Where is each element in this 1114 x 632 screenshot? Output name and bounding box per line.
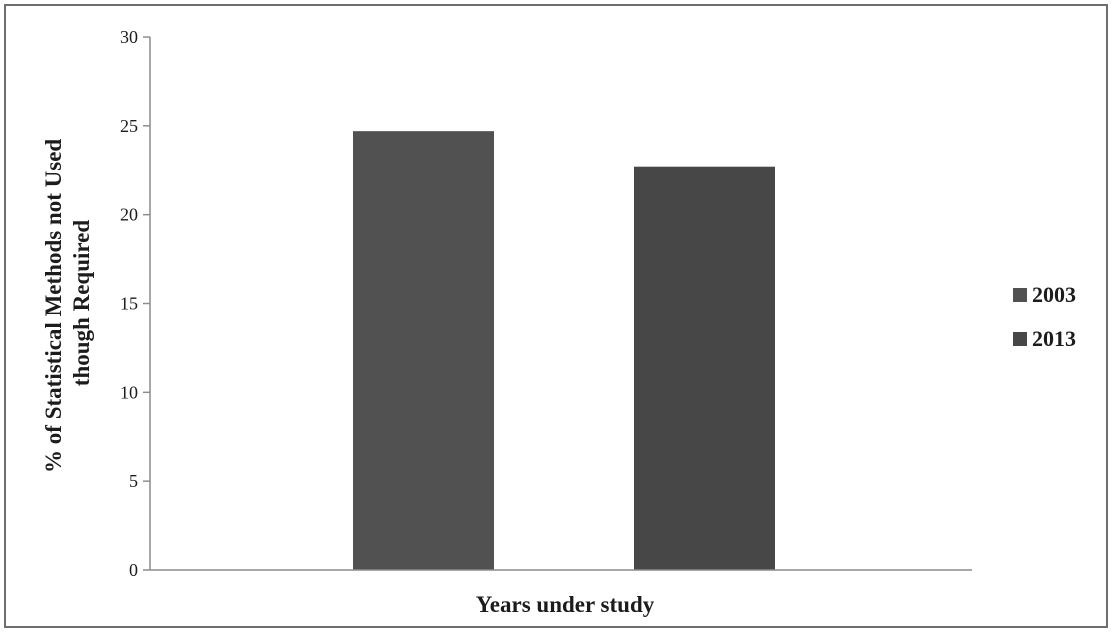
legend: 2003 2013 (1013, 282, 1076, 351)
y-tick-label: 25 (120, 116, 138, 136)
chart-frame (4, 4, 1108, 628)
legend-label-2003: 2003 (1032, 282, 1076, 307)
legend-swatch-2013 (1013, 332, 1027, 346)
x-axis-title: Years under study (476, 592, 655, 617)
y-tick-label: 10 (120, 382, 138, 402)
bars (353, 131, 775, 571)
bar-2013 (634, 166, 775, 571)
legend-label-2013: 2013 (1032, 326, 1076, 351)
y-axis-title-line-2: though Required (69, 220, 94, 387)
y-tick-label: 5 (129, 471, 138, 491)
bar-2003 (353, 131, 494, 570)
legend-swatch-2003 (1013, 288, 1027, 302)
y-axis: 0 5 10 15 20 25 30 (120, 27, 151, 580)
y-tick-label: 30 (120, 27, 138, 47)
y-tick-label: 20 (120, 205, 138, 225)
y-tick-label: 0 (129, 560, 138, 580)
y-axis-title-line-1: % of Statistical Methods not Used (41, 139, 66, 473)
y-axis-title: % of Statistical Methods not Used though… (41, 133, 94, 473)
y-tick-label: 15 (120, 294, 138, 314)
